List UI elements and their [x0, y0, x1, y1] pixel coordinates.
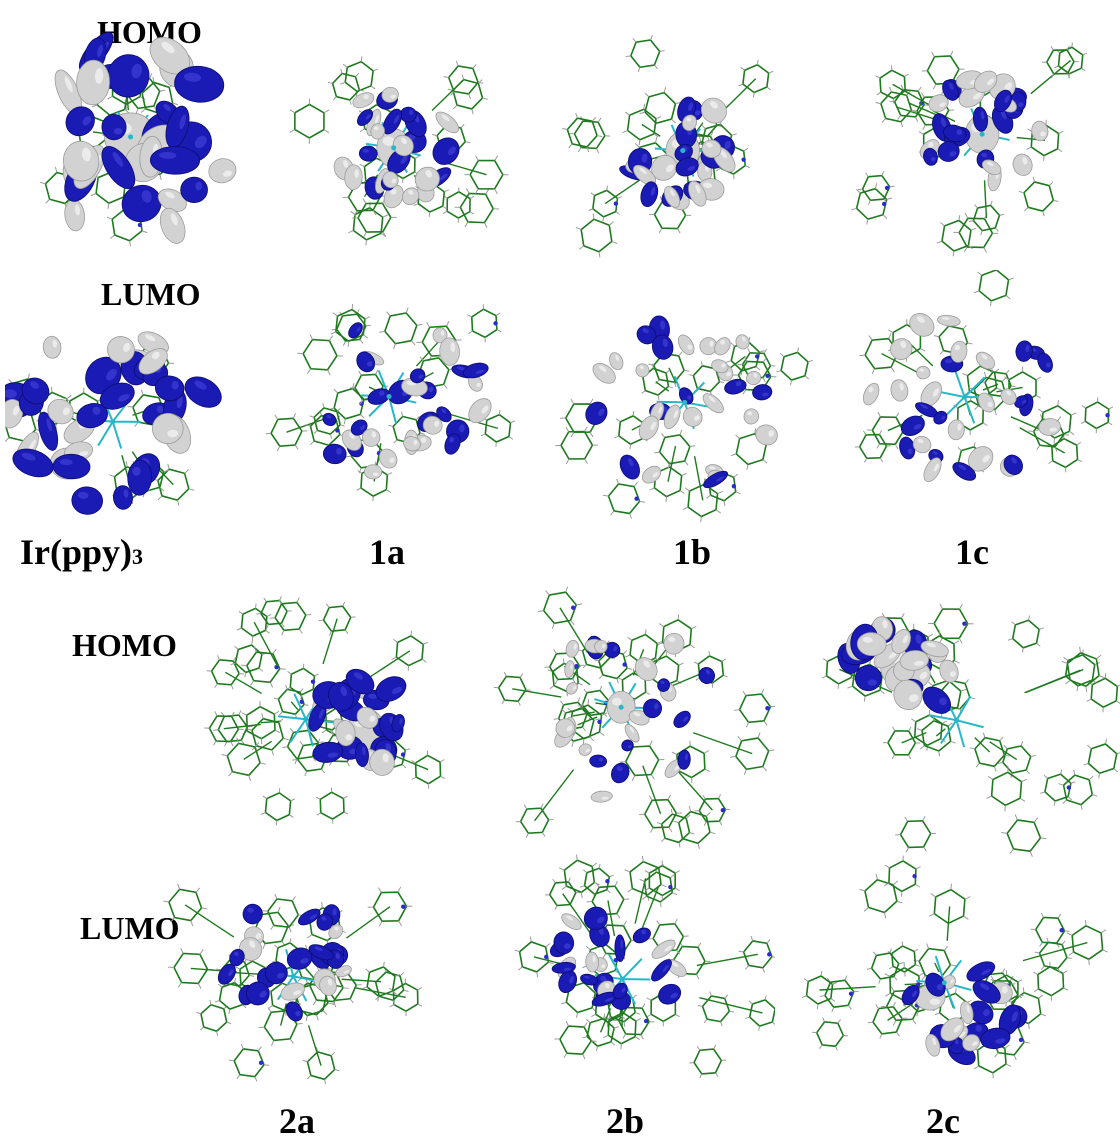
- lumo-label-bottom: LUMO: [80, 910, 180, 946]
- compound-name: Ir(ppy): [20, 532, 133, 572]
- orbital-2a-homo: [204, 596, 446, 826]
- orbital-2a-lumo: [163, 883, 423, 1085]
- compound-label-2c: 2c: [926, 1101, 960, 1141]
- orbital-2b-homo: [493, 586, 775, 849]
- compound-label-1c: 1c: [955, 532, 989, 572]
- compound-label-1b: 1b: [673, 532, 712, 572]
- compound-label-1a: 1a: [369, 532, 405, 572]
- orbital-irppy3-lumo: [5, 331, 222, 515]
- compound-subscript: 3: [132, 544, 144, 569]
- homo-label-top: HOMO: [97, 14, 202, 50]
- orbital-1a-lumo: [265, 303, 516, 502]
- orbital-2c-lumo: [801, 855, 1109, 1079]
- orbital-1b-homo: [562, 35, 774, 258]
- compound-label-2b: 2b: [606, 1101, 645, 1141]
- lumo-label-top: LUMO: [101, 276, 201, 312]
- orbital-1b-lumo: [555, 315, 813, 523]
- orbital-1a-homo: [289, 56, 509, 246]
- compound-label-2a: 2a: [279, 1101, 315, 1141]
- orbital-1c-lumo: [854, 270, 1114, 483]
- orbital-2b-lumo: [514, 854, 775, 1079]
- orbital-irppy3-homo: [39, 32, 237, 247]
- orbital-2c-homo: [821, 603, 1120, 857]
- orbital-1c-homo: [851, 42, 1088, 257]
- homo-label-bottom: HOMO: [72, 627, 177, 663]
- compound-label-irppy3: Ir(ppy)3: [20, 534, 143, 570]
